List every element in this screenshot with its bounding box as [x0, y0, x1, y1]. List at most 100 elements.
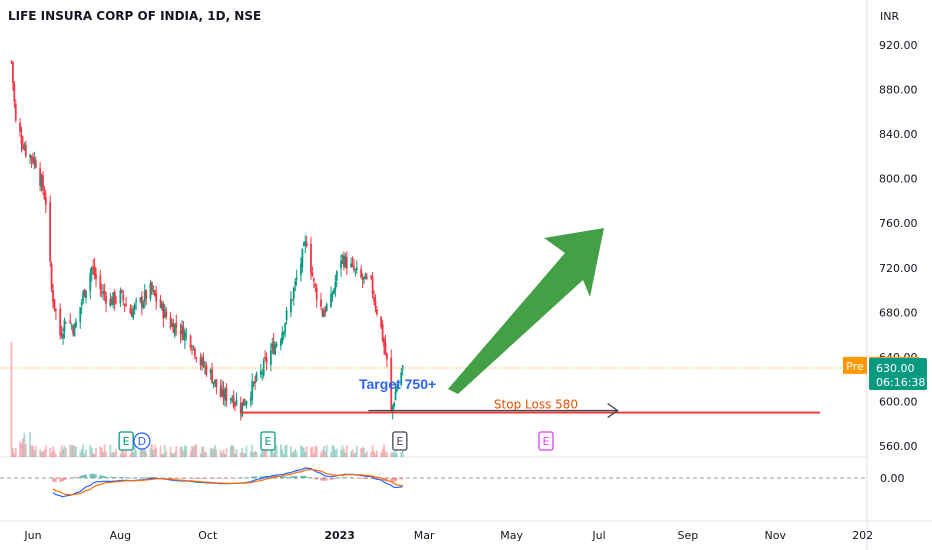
macd-histogram-bar [53, 478, 56, 483]
candle-body [185, 333, 188, 335]
volume-bar [324, 451, 327, 457]
earnings-marker[interactable]: E [118, 431, 134, 451]
candle-body [249, 397, 252, 401]
x-tick-label: Aug [110, 529, 131, 542]
candle-body [171, 322, 173, 327]
x-tick-label: Oct [198, 529, 218, 542]
candle-body [60, 333, 63, 337]
candle-body [311, 272, 314, 277]
earnings-marker-shape [392, 431, 408, 451]
candle-body [351, 263, 354, 265]
macd-histogram-bar [165, 478, 168, 479]
candle-body [195, 357, 198, 359]
volume-bar [20, 443, 23, 457]
macd-histogram-bar [251, 476, 254, 478]
candle-body [300, 263, 302, 276]
volume-bar [211, 448, 213, 457]
volume-bar [54, 453, 57, 457]
candle-body [375, 309, 378, 315]
volume-bar [209, 448, 212, 457]
earnings-marker[interactable]: E [392, 431, 408, 451]
macd-histogram-bar [381, 478, 384, 481]
candle-body [169, 316, 172, 328]
macd-histogram-bar [235, 477, 238, 479]
macd-histogram-bar [205, 478, 208, 479]
earnings-marker-shape [538, 431, 554, 451]
candle-body [19, 122, 21, 133]
candle-body [345, 257, 348, 269]
macd-histogram-bar [340, 477, 342, 479]
marker-label: D [138, 435, 146, 448]
candle-body [75, 321, 77, 328]
candle-body [122, 293, 125, 301]
candle-body [43, 192, 46, 200]
earnings-marker[interactable]: E [538, 431, 554, 451]
candle-body [132, 308, 135, 319]
macd-histogram-bar [232, 478, 235, 479]
candle-body [259, 370, 262, 375]
volume-bar [143, 445, 146, 457]
macd-histogram-bar [333, 478, 335, 480]
candle-body [396, 386, 398, 392]
chart-title: LIFE INSURA CORP OF INDIA, 1D, NSE [8, 9, 261, 23]
volume-bar [383, 444, 385, 457]
macd-histogram-bar [129, 477, 132, 479]
candle-body [364, 273, 367, 280]
dividend-marker[interactable]: D [133, 432, 151, 450]
volume-bar [274, 449, 277, 457]
macd-histogram-bar [311, 477, 314, 479]
macd-histogram-bar [281, 476, 284, 478]
macd-histogram-bar [75, 476, 77, 478]
volume-bar [112, 451, 115, 457]
macd-histogram-bar [280, 476, 282, 478]
volume-bar [79, 451, 82, 457]
candle-body [304, 241, 307, 246]
candle-body [63, 319, 66, 332]
macd-histogram-bar [65, 478, 67, 480]
volume-bar [331, 444, 334, 457]
volume-bar [231, 444, 234, 457]
candle-body [40, 177, 43, 187]
macd-histogram-bar [95, 474, 97, 478]
volume-bar [100, 447, 103, 457]
macd-histogram-bar [303, 475, 305, 478]
macd-histogram-bar [239, 477, 242, 479]
volume-bar [344, 452, 347, 457]
volume-bar [29, 432, 31, 457]
candle-body [394, 391, 397, 401]
candle-body [224, 390, 226, 400]
volume-bar [165, 451, 168, 457]
candle-body [269, 350, 272, 365]
volume-bar [255, 451, 258, 457]
volume-bar [33, 450, 36, 457]
volume-bar [39, 449, 42, 457]
candle-body [11, 61, 14, 84]
candle-body [152, 289, 155, 291]
candle-body [275, 343, 278, 347]
macd-histogram-bar [344, 477, 347, 478]
earnings-marker[interactable]: E [260, 431, 276, 451]
macd-histogram-bar [80, 475, 83, 478]
y-tick-label: 760.00 [879, 217, 918, 230]
volume-bar [262, 451, 265, 457]
candle-body [79, 307, 82, 323]
macd-histogram-bar [59, 478, 61, 482]
macd-histogram-bar [305, 476, 308, 478]
candle-body [254, 380, 256, 384]
candle-body [272, 341, 275, 354]
macd-histogram-bar [370, 478, 372, 479]
volume-bar [225, 448, 228, 457]
volume-bar [335, 448, 338, 457]
macd-histogram-bar [310, 477, 312, 478]
candle-body [110, 298, 113, 306]
candle-body [331, 296, 334, 298]
candle-body [119, 290, 122, 304]
candle-body [211, 369, 213, 383]
candle-body [384, 342, 387, 355]
macd-histogram-bar [393, 478, 395, 482]
candle-body [65, 322, 67, 324]
y-tick-label: 560.00 [879, 440, 918, 453]
macd-histogram-bar [52, 478, 54, 482]
macd-histogram-bar [361, 478, 364, 479]
macd-histogram-bar [121, 477, 123, 478]
